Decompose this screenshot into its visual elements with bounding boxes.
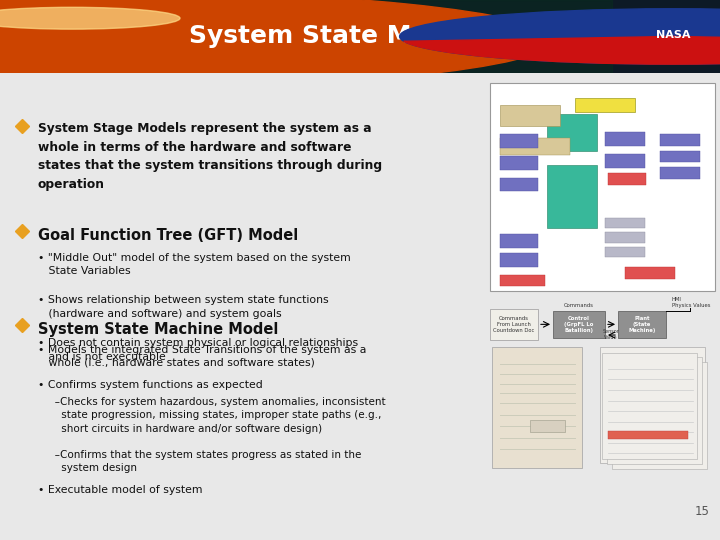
- Bar: [530, 421, 565, 432]
- FancyBboxPatch shape: [607, 357, 702, 464]
- Text: Commands: Commands: [564, 303, 594, 308]
- Text: • Models the integrated State Transitions of the system as a
   whole (i.e., har: • Models the integrated State Transition…: [38, 345, 366, 368]
- FancyBboxPatch shape: [602, 353, 697, 460]
- Bar: [605, 132, 645, 146]
- Text: System Stage Models represent the system as a
whole in terms of the hardware and: System Stage Models represent the system…: [38, 123, 382, 191]
- Wedge shape: [404, 36, 720, 64]
- Bar: [608, 431, 688, 439]
- Bar: [553, 310, 605, 338]
- Bar: [605, 247, 645, 258]
- Bar: [575, 98, 635, 112]
- Bar: [618, 310, 666, 338]
- Text: • Shows relationship between system state functions
   (hardware and software) a: • Shows relationship between system stat…: [38, 295, 328, 319]
- Bar: [500, 275, 545, 287]
- Bar: [500, 134, 538, 147]
- Text: • Confirms system functions as expected: • Confirms system functions as expected: [38, 380, 263, 390]
- Text: NASA: NASA: [656, 30, 690, 40]
- Bar: [500, 105, 560, 126]
- Text: 15: 15: [695, 504, 710, 517]
- Bar: [500, 157, 538, 170]
- Text: • "Middle Out" model of the system based on the system
   State Variables: • "Middle Out" model of the system based…: [38, 253, 351, 276]
- Bar: [500, 138, 570, 156]
- Text: Control
(GrpFL Lo
Batallion): Control (GrpFL Lo Batallion): [564, 316, 594, 333]
- Bar: [490, 309, 538, 340]
- Circle shape: [0, 8, 180, 29]
- Circle shape: [0, 0, 554, 91]
- Text: • Does not contain system physical or logical relationships
   and is not execut: • Does not contain system physical or lo…: [38, 338, 358, 362]
- Text: System State Models: System State Models: [189, 24, 487, 49]
- Text: Goal Function Tree (GFT) Model: Goal Function Tree (GFT) Model: [38, 228, 298, 243]
- Text: –Confirms that the system states progress as stated in the
     system design: –Confirms that the system states progres…: [45, 450, 361, 473]
- Circle shape: [400, 9, 720, 64]
- Bar: [72, 0, 612, 73]
- FancyBboxPatch shape: [612, 362, 707, 469]
- Bar: [660, 151, 700, 162]
- Text: Plant
(State
Machine): Plant (State Machine): [629, 316, 656, 333]
- Text: –Checks for system hazardous, system anomalies, inconsistent
     state progress: –Checks for system hazardous, system ano…: [45, 397, 386, 434]
- Bar: [605, 154, 645, 168]
- FancyBboxPatch shape: [600, 347, 705, 463]
- Bar: [500, 234, 538, 248]
- Text: Commands
From Launch
Countdown Doc: Commands From Launch Countdown Doc: [493, 316, 535, 333]
- Bar: [500, 178, 538, 191]
- Bar: [547, 114, 597, 151]
- Bar: [660, 167, 700, 179]
- Text: HMI
Physics Values: HMI Physics Values: [672, 297, 711, 308]
- Text: Sensor
Value: Sensor Value: [603, 329, 619, 340]
- Bar: [605, 232, 645, 243]
- Bar: [500, 253, 538, 267]
- Bar: [605, 218, 645, 228]
- Bar: [547, 165, 597, 228]
- FancyBboxPatch shape: [490, 83, 715, 292]
- Bar: [625, 267, 675, 279]
- Text: System State Machine Model: System State Machine Model: [38, 322, 279, 338]
- FancyBboxPatch shape: [492, 347, 582, 468]
- Bar: [608, 173, 646, 185]
- Text: • Executable model of system: • Executable model of system: [38, 484, 202, 495]
- Bar: [660, 134, 700, 146]
